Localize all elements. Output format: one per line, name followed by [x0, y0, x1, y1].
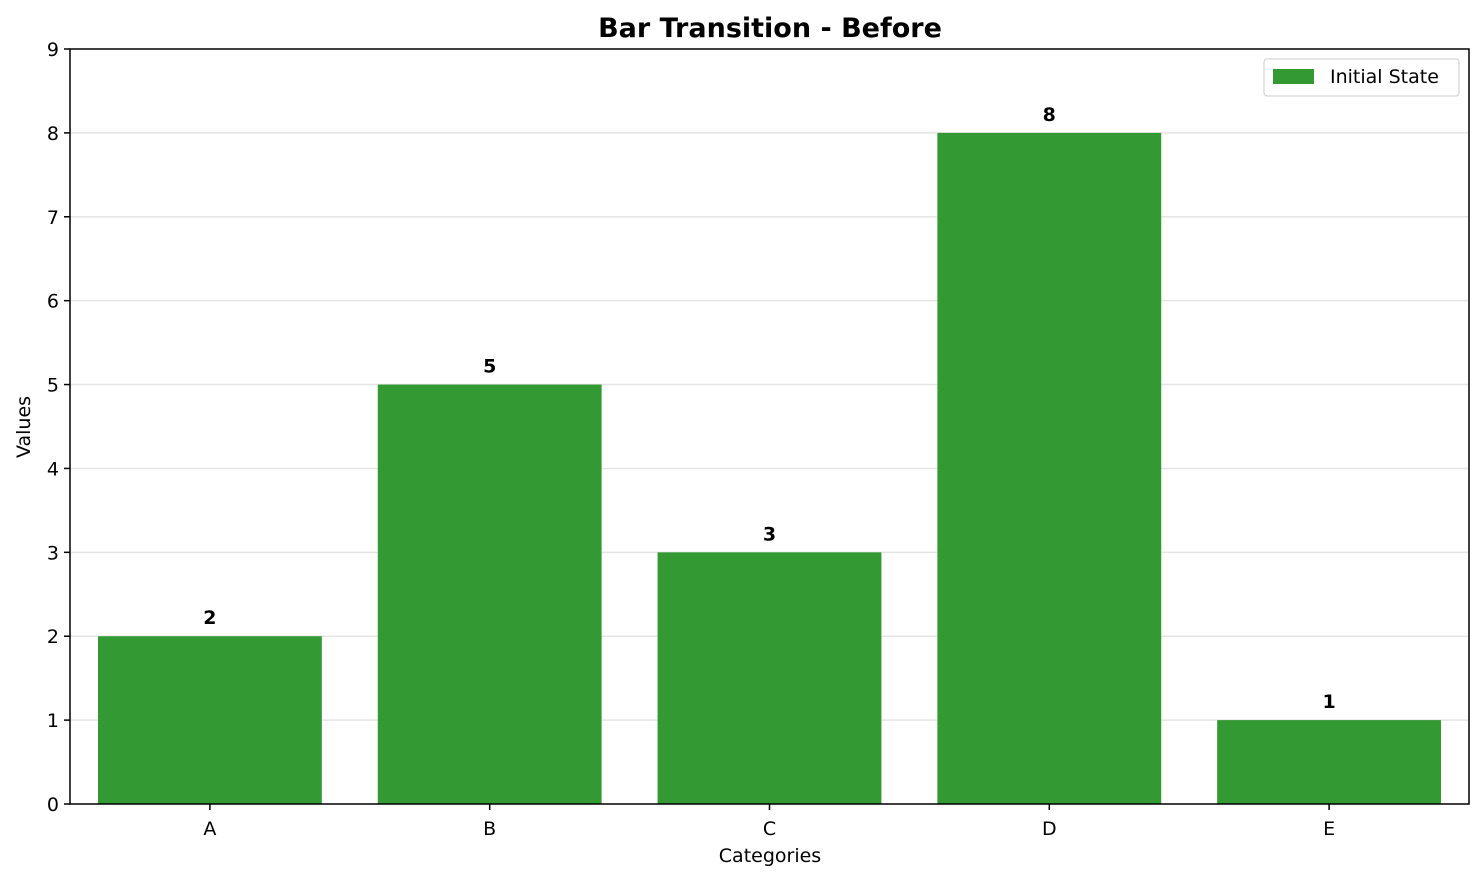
y-tick-label: 1 — [47, 710, 59, 732]
data-label-d: 8 — [1043, 104, 1056, 126]
x-tick-label: A — [203, 818, 216, 840]
x-tick-label: B — [483, 818, 496, 840]
y-axis-label: Values — [13, 396, 35, 458]
y-tick-label: 8 — [47, 123, 59, 145]
x-tick-label: D — [1042, 818, 1057, 840]
bar-e — [1217, 720, 1442, 804]
data-labels-layer: 2 5 3 8 1 — [203, 104, 1335, 713]
y-tick-label: 4 — [47, 458, 59, 480]
legend-label: Initial State — [1330, 66, 1439, 88]
y-tick-label: 6 — [47, 291, 59, 313]
legend-box — [1263, 58, 1460, 97]
data-label-b: 5 — [483, 356, 496, 378]
y-tick-label: 7 — [47, 207, 59, 229]
y-tick-label: 9 — [47, 39, 59, 61]
bars-layer — [97, 132, 1442, 804]
bar-d — [937, 132, 1162, 804]
legend: Initial State — [1263, 58, 1460, 97]
data-label-e: 1 — [1322, 691, 1335, 713]
data-label-a: 2 — [203, 607, 216, 629]
bar-b — [377, 384, 602, 804]
x-tick-label: E — [1323, 818, 1335, 840]
y-tick-label: 0 — [47, 794, 59, 816]
x-axis-ticks: A B C D E — [203, 804, 1335, 840]
x-axis-label: Categories — [719, 845, 821, 867]
bar-c — [657, 552, 882, 804]
y-tick-label: 5 — [47, 375, 59, 397]
bar-a — [97, 636, 322, 804]
y-tick-label: 2 — [47, 626, 59, 648]
y-axis-ticks: 0 1 2 3 4 5 6 7 8 9 — [47, 39, 70, 816]
legend-swatch — [1273, 69, 1314, 84]
data-label-c: 3 — [763, 523, 776, 545]
x-tick-label: C — [763, 818, 776, 840]
chart-title: Bar Transition - Before — [598, 13, 942, 44]
y-tick-label: 3 — [47, 542, 59, 564]
